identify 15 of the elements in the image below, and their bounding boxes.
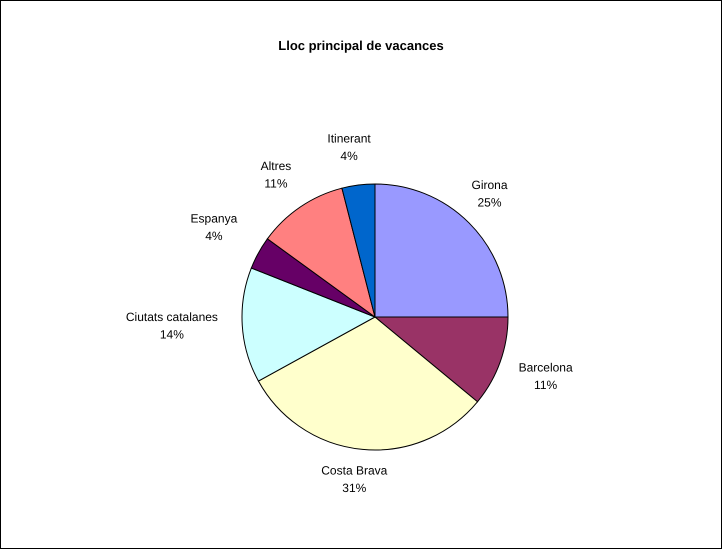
slice-label: Barcelona — [518, 360, 573, 375]
slice-label: Costa Brava — [321, 464, 388, 478]
data-label: 4% — [340, 149, 358, 164]
data-label: 11% — [534, 378, 558, 392]
data-label: 11% — [264, 176, 288, 190]
data-label: 14% — [160, 327, 184, 342]
slice-label: Itinerant — [327, 132, 372, 146]
data-label: 4% — [205, 228, 223, 243]
slice-label: Girona — [471, 178, 508, 192]
slice-label: Altres — [260, 159, 292, 174]
data-label: 25% — [477, 195, 502, 210]
chart-title: Lloc principal de vacances — [277, 38, 445, 53]
data-label: 31% — [342, 481, 367, 496]
slice-label: Espanya — [190, 212, 238, 226]
slice-label: Ciutats catalanes — [126, 310, 218, 324]
